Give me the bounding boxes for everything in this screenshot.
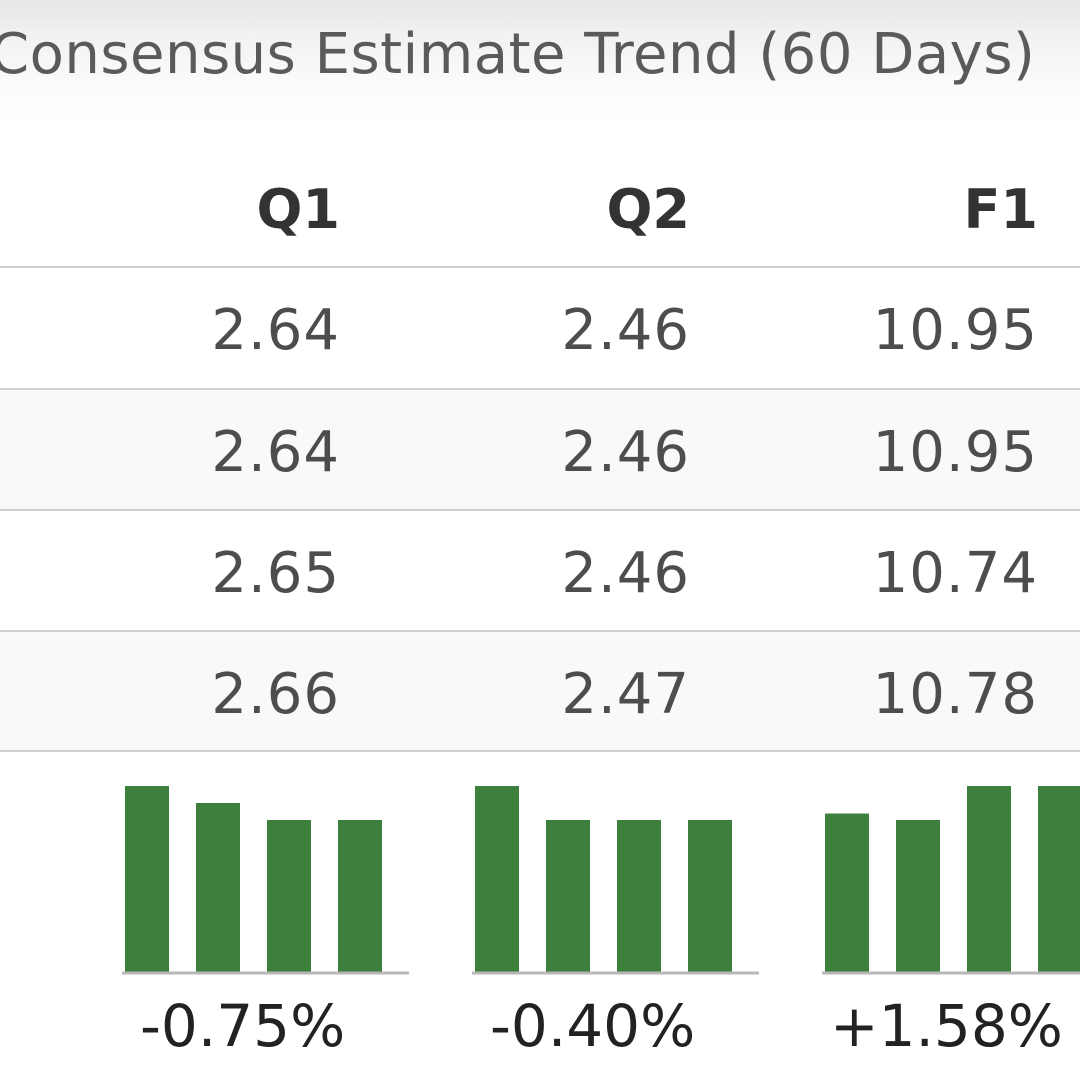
row-divider bbox=[0, 630, 1080, 632]
trend-change-q2: -0.40% bbox=[490, 992, 696, 1060]
cell-q1: 2.65 bbox=[211, 541, 340, 606]
cell-q1: 2.64 bbox=[211, 298, 340, 363]
row-divider bbox=[0, 750, 1080, 752]
trend-bar-f1-1 bbox=[825, 813, 869, 972]
row-divider bbox=[0, 388, 1080, 390]
trend-change-f1: +1.58% bbox=[830, 992, 1063, 1060]
trend-bar-q1-4 bbox=[338, 820, 382, 972]
cell-f1: 10.95 bbox=[872, 420, 1038, 485]
header-divider bbox=[0, 266, 1080, 268]
table-row: 2.64 2.46 10.95 bbox=[0, 268, 1080, 388]
cell-f1: 10.74 bbox=[872, 541, 1038, 606]
cell-f1: 10.78 bbox=[872, 662, 1038, 727]
cell-q2: 2.47 bbox=[561, 662, 690, 727]
trend-change-q1: -0.75% bbox=[140, 992, 346, 1060]
trend-bar-f1-4 bbox=[1038, 786, 1080, 972]
column-header-f1: F1 bbox=[963, 178, 1038, 241]
table-row: 2.66 2.47 10.78 bbox=[0, 632, 1080, 752]
cell-q2: 2.46 bbox=[561, 298, 690, 363]
trend-bar-q1-3 bbox=[267, 820, 311, 972]
trend-bar-f1-2 bbox=[896, 820, 940, 972]
widget-title: Consensus Estimate Trend (60 Days) bbox=[0, 22, 1036, 87]
trend-bar-q1-2 bbox=[196, 803, 240, 972]
column-header-q1: Q1 bbox=[256, 178, 340, 241]
cell-q2: 2.46 bbox=[561, 541, 690, 606]
trend-bar-q2-1 bbox=[475, 786, 519, 972]
column-header-q2: Q2 bbox=[606, 178, 690, 241]
widget-header: Consensus Estimate Trend (60 Days) bbox=[0, 0, 1080, 122]
trend-bar-q2-2 bbox=[546, 820, 590, 972]
row-divider bbox=[0, 509, 1080, 511]
trend-bar-q1-1 bbox=[125, 786, 169, 972]
cell-q1: 2.66 bbox=[211, 662, 340, 727]
table-row: 2.65 2.46 10.74 bbox=[0, 511, 1080, 631]
trend-bar-f1-3 bbox=[967, 786, 1011, 972]
trend-bar-q2-4 bbox=[688, 820, 732, 972]
trend-bar-q2-3 bbox=[617, 820, 661, 972]
table-row: 2.64 2.46 10.95 bbox=[0, 390, 1080, 510]
trend-bar-charts bbox=[122, 786, 1080, 975]
cell-q1: 2.64 bbox=[211, 420, 340, 485]
cell-q2: 2.46 bbox=[561, 420, 690, 485]
cell-f1: 10.95 bbox=[872, 298, 1038, 363]
